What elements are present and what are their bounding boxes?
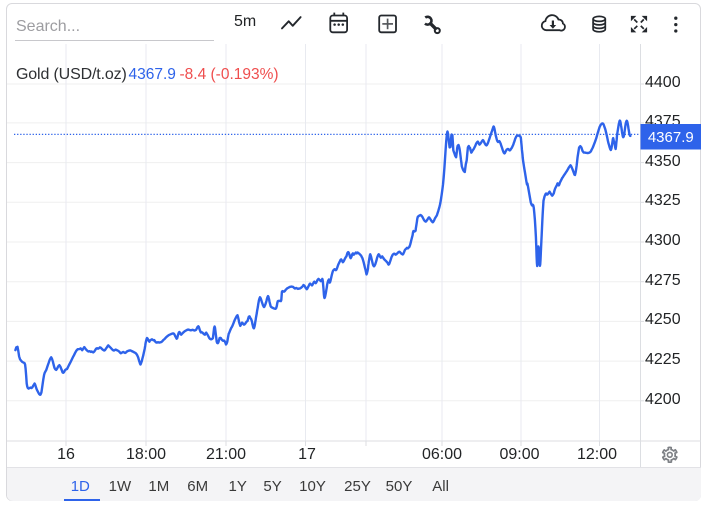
svg-text:4367.9: 4367.9 <box>648 129 694 146</box>
